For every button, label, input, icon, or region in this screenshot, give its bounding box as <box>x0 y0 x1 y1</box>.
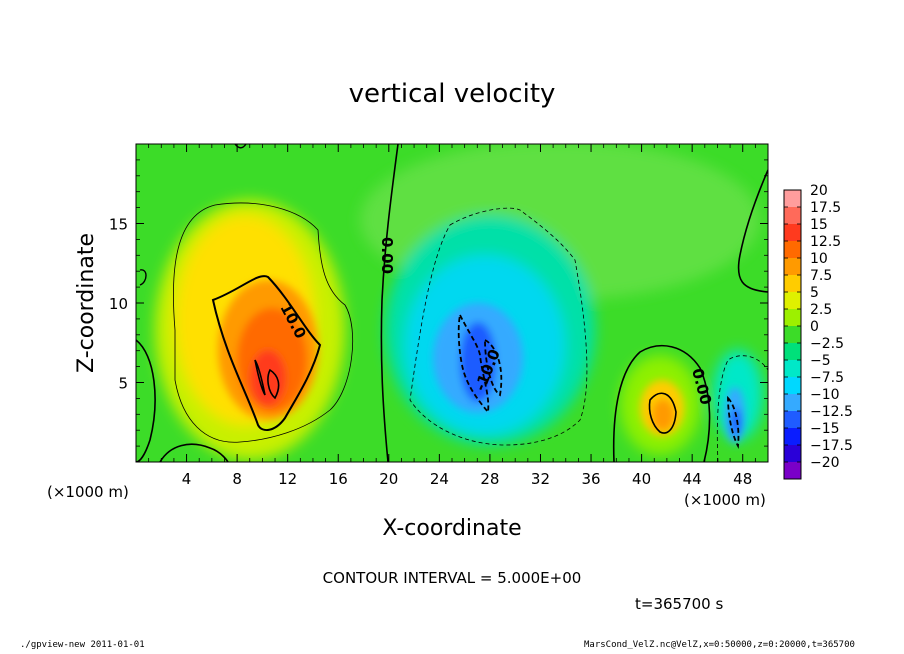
colorbar-swatch <box>784 445 801 462</box>
colorbar-label: −20 <box>810 455 840 471</box>
contour-label: 0.00 <box>378 237 396 274</box>
x-axis-ticks: 4 8 12 16 20 24 28 32 36 40 44 48 <box>148 144 756 488</box>
colorbar-label: −10 <box>810 387 840 403</box>
colorbar-label: 0 <box>810 319 819 335</box>
colorbar: 2017.51512.5107.552.50−2.5−5−7.5−10−12.5… <box>783 183 853 480</box>
x-tick-label: 28 <box>480 470 499 488</box>
field-region <box>652 399 674 431</box>
x-tick-label: 20 <box>379 470 398 488</box>
y-tick-label: 10 <box>109 295 128 313</box>
contour-line <box>457 312 490 415</box>
colorbar-swatch <box>784 309 801 326</box>
colorbar-label: 2.5 <box>810 302 832 318</box>
x-tick-label: 48 <box>733 470 752 488</box>
x-tick-label: 40 <box>632 470 651 488</box>
contour-line <box>716 355 768 462</box>
colorbar-swatch <box>784 360 801 377</box>
contour-line <box>484 338 503 397</box>
footer-right-text: MarsCond_VelZ.nc@VelZ,x=0:50000,z=0:2000… <box>584 640 855 650</box>
colorbar-swatch <box>784 224 801 241</box>
contour-interval-text: CONTOUR INTERVAL = 5.000E+00 <box>323 569 582 587</box>
heatmap-field <box>136 144 768 462</box>
colorbar-label: 5 <box>810 285 819 301</box>
y-tick-label: 5 <box>118 375 128 393</box>
contour-line <box>267 368 280 400</box>
y-axis-ticks: 5 10 15 <box>109 159 768 447</box>
colorbar-label: 20 <box>810 183 828 199</box>
contour-line <box>612 344 711 462</box>
colorbar-swatch <box>784 258 801 275</box>
colorbar-swatch <box>784 292 801 309</box>
x-tick-label: 16 <box>329 470 348 488</box>
x-tick-label: 24 <box>430 470 449 488</box>
x-tick-label: 32 <box>531 470 550 488</box>
colorbar-label: 12.5 <box>810 234 841 250</box>
colorbar-swatch <box>784 207 801 224</box>
y-axis-label: Z-coordinate <box>74 233 99 373</box>
colorbar-swatch <box>784 275 801 292</box>
colorbar-label: −12.5 <box>810 404 853 420</box>
chart-title: vertical velocity <box>349 79 556 109</box>
colorbar-swatch <box>784 394 801 411</box>
time-text: t=365700 s <box>635 595 723 613</box>
contour-line <box>159 443 229 462</box>
contour-line <box>409 207 588 446</box>
colorbar-label: −2.5 <box>810 336 844 352</box>
x-tick-label: 36 <box>581 470 600 488</box>
contour-line <box>234 144 247 149</box>
contour-line <box>737 169 768 293</box>
contour-line <box>254 359 266 396</box>
contour-line <box>648 392 677 434</box>
colorbar-label: −15 <box>810 421 840 437</box>
colorbar-frame <box>783 189 802 480</box>
colorbar-swatch <box>784 428 801 445</box>
colorbar-label: −5 <box>810 353 831 369</box>
colorbar-label: 7.5 <box>810 268 832 284</box>
x-tick-label: 8 <box>232 470 242 488</box>
contour-line <box>727 395 740 450</box>
x-tick-label: 12 <box>278 470 297 488</box>
y-tick-label: 15 <box>109 216 128 234</box>
contour-line <box>139 269 147 286</box>
x-tick-label: 4 <box>182 470 192 488</box>
colorbar-swatch <box>784 326 801 343</box>
colorbar-swatch <box>784 411 801 428</box>
colorbar-swatch <box>784 377 801 394</box>
contour-line <box>136 339 156 462</box>
x-tick-label: 44 <box>683 470 702 488</box>
contour-line <box>173 202 354 443</box>
colorbar-swatch <box>784 462 801 479</box>
colorbar-label: −17.5 <box>810 438 853 454</box>
footer-left-text: ./gpview-new 2011-01-01 <box>20 640 145 650</box>
contour-line <box>211 275 322 431</box>
colorbar-label: −7.5 <box>810 370 844 386</box>
colorbar-swatch <box>784 241 801 258</box>
x-unit-label-right: (×1000 m) <box>684 491 766 509</box>
contour-line <box>380 144 399 462</box>
colorbar-swatch <box>784 343 801 360</box>
colorbar-label: 10 <box>810 251 828 267</box>
x-unit-label-left: (×1000 m) <box>47 483 129 501</box>
x-axis-label: X-coordinate <box>382 516 521 541</box>
colorbar-swatch <box>784 190 801 207</box>
colorbar-label: 17.5 <box>810 200 841 216</box>
colorbar-label: 15 <box>810 217 828 233</box>
